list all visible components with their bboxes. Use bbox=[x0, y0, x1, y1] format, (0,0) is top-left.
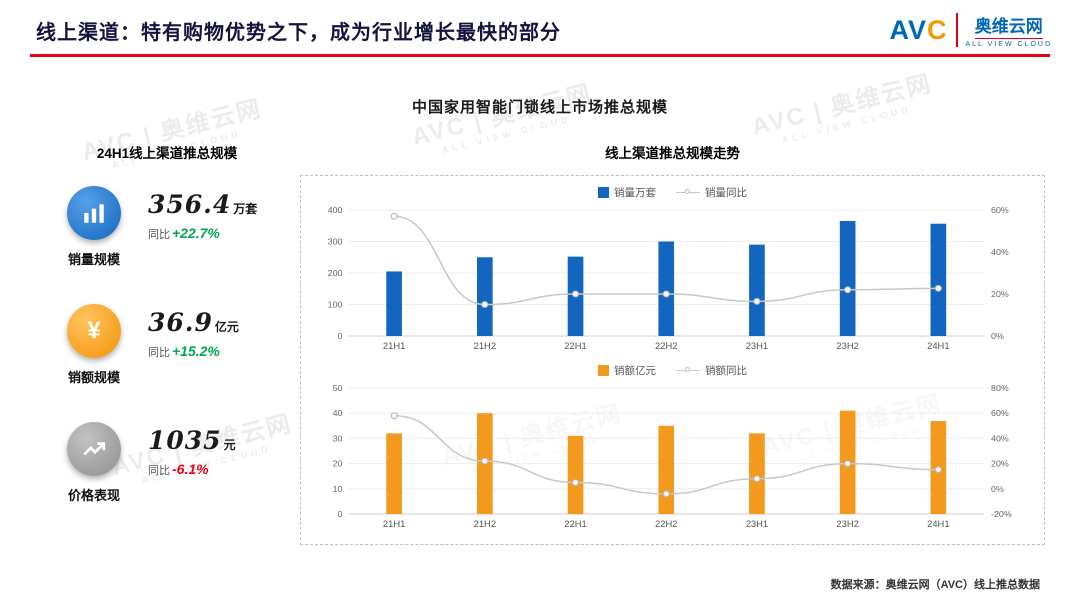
metric-yoy: 同比 +22.7% bbox=[148, 225, 220, 241]
page-title: 线上渠道：特有购物优势之下，成为行业增长最快的部分 bbox=[36, 22, 561, 44]
trend-panel: 线上渠道推总规模走势 销量万套 销量同比 0 100 200 300 400 0% 20% 40… bbox=[300, 142, 1045, 545]
chart-legend: 销量万套 销量同比 bbox=[307, 184, 1038, 200]
svg-text:80%: 80% bbox=[991, 383, 1009, 393]
sales-amount-chart: 销额亿元 销额同比 0 10 20 30 40 50 -20% 0% 20% 40% 60% 80% 21… bbox=[307, 362, 1038, 534]
svg-text:24H1: 24H1 bbox=[927, 341, 949, 351]
metric-sales-volume: 销量规模 356.4 万套 同比 +22.7% bbox=[52, 186, 282, 268]
bar-series bbox=[386, 221, 947, 336]
legend-item: 销额同比 bbox=[676, 363, 747, 378]
chart-svg: 0 100 200 300 400 0% 20% 40% 60% 21H1 21H2 22H1 22H2… bbox=[328, 205, 1009, 351]
svg-text:21H2: 21H2 bbox=[474, 519, 496, 529]
svg-text:23H1: 23H1 bbox=[746, 341, 768, 351]
svg-text:0%: 0% bbox=[991, 331, 1004, 341]
svg-text:21H1: 21H1 bbox=[383, 519, 405, 529]
metric-label: 销额规模 bbox=[67, 370, 120, 385]
line-series bbox=[390, 212, 943, 308]
legend-item: 销量同比 bbox=[676, 185, 747, 200]
svg-text:22H1: 22H1 bbox=[564, 519, 586, 529]
line-chart-icon bbox=[67, 422, 121, 476]
svg-text:22H1: 22H1 bbox=[564, 341, 586, 351]
chart-plot-area: 0 10 20 30 40 50 -20% 0% 20% 40% 60% 80% 21H1 21H2 22H… bbox=[307, 378, 1038, 534]
summary-panel: 24H1线上渠道推总规模 销量规模 356.4 万套 同比 +22.7% bbox=[52, 142, 282, 540]
svg-text:40: 40 bbox=[333, 408, 343, 418]
chart-svg: 0 10 20 30 40 50 -20% 0% 20% 40% 60% 80% 21H1 21H2 22H… bbox=[333, 383, 1012, 529]
bar-series bbox=[386, 410, 947, 514]
yen-icon: ¥ bbox=[67, 304, 121, 358]
svg-text:60%: 60% bbox=[991, 408, 1009, 418]
metric-price: 价格表现 1035 元 同比 -6.1% bbox=[52, 422, 282, 504]
svg-text:50: 50 bbox=[333, 383, 343, 393]
svg-text:0%: 0% bbox=[991, 484, 1004, 494]
svg-text:300: 300 bbox=[328, 237, 343, 247]
svg-text:20%: 20% bbox=[991, 459, 1009, 469]
svg-text:60%: 60% bbox=[991, 205, 1009, 215]
svg-text:100: 100 bbox=[328, 300, 343, 310]
metric-label: 价格表现 bbox=[67, 488, 120, 503]
svg-text:21H1: 21H1 bbox=[383, 341, 405, 351]
bar-chart-icon bbox=[67, 186, 121, 240]
chart-main-title: 中国家用智能门锁线上市场推总规模 bbox=[411, 99, 668, 116]
metric-value: 1035 元 bbox=[148, 426, 236, 455]
legend-item: 销量万套 bbox=[598, 185, 656, 200]
metric-yoy: 同比 +15.2% bbox=[148, 343, 220, 359]
logo-chinese-name: 奥维云网 bbox=[974, 12, 1043, 39]
metric-value: 36.9 亿元 bbox=[148, 308, 239, 337]
charts-container: 销量万套 销量同比 0 100 200 300 400 0% 20% 40% 60% 21H1 21H… bbox=[300, 175, 1045, 545]
metric-value: 356.4 万套 bbox=[148, 190, 258, 219]
line-series bbox=[390, 412, 943, 498]
metric-sales-amount: ¥ 销额规模 36.9 亿元 同比 +15.2% bbox=[52, 304, 282, 386]
svg-text:22H2: 22H2 bbox=[655, 341, 677, 351]
avc-logo-text: AVC bbox=[889, 14, 948, 45]
svg-text:0: 0 bbox=[338, 509, 343, 519]
svg-text:23H2: 23H2 bbox=[836, 341, 858, 351]
metric-label: 销量规模 bbox=[67, 252, 120, 267]
svg-text:200: 200 bbox=[328, 268, 343, 278]
svg-text:22H2: 22H2 bbox=[655, 519, 677, 529]
svg-text:23H1: 23H1 bbox=[746, 519, 768, 529]
metric-yoy: 同比 -6.1% bbox=[148, 461, 209, 477]
chart-legend: 销额亿元 销额同比 bbox=[307, 362, 1038, 378]
svg-text:20%: 20% bbox=[991, 289, 1009, 299]
svg-text:23H2: 23H2 bbox=[836, 519, 858, 529]
chart-plot-area: 0 100 200 300 400 0% 20% 40% 60% 21H1 21H2 22H1 22H2… bbox=[307, 200, 1038, 356]
data-source-note: 数据来源：奥维云网（AVC）线上推总数据 bbox=[830, 579, 1040, 591]
trend-heading: 线上渠道推总规模走势 bbox=[605, 146, 740, 161]
svg-text:24H1: 24H1 bbox=[927, 519, 949, 529]
svg-text:30: 30 bbox=[333, 434, 343, 444]
logo-english-name: ALL VIEW CLOUD bbox=[965, 41, 1052, 48]
summary-heading: 24H1线上渠道推总规模 bbox=[96, 146, 238, 161]
svg-text:40%: 40% bbox=[991, 434, 1009, 444]
avc-logo: AVC 奥维云网 ALL VIEW CLOUD bbox=[890, 12, 1053, 48]
svg-text:400: 400 bbox=[328, 205, 343, 215]
svg-text:40%: 40% bbox=[991, 247, 1009, 257]
logo-divider bbox=[955, 13, 958, 47]
svg-text:0: 0 bbox=[338, 331, 343, 341]
title-underline bbox=[30, 54, 1050, 57]
svg-text:21H2: 21H2 bbox=[474, 341, 496, 351]
sales-volume-chart: 销量万套 销量同比 0 100 200 300 400 0% 20% 40% 60% 21H1 21H… bbox=[307, 184, 1038, 356]
legend-item: 销额亿元 bbox=[598, 363, 656, 378]
svg-text:10: 10 bbox=[333, 484, 343, 494]
svg-text:-20%: -20% bbox=[991, 509, 1012, 519]
svg-text:20: 20 bbox=[333, 459, 343, 469]
